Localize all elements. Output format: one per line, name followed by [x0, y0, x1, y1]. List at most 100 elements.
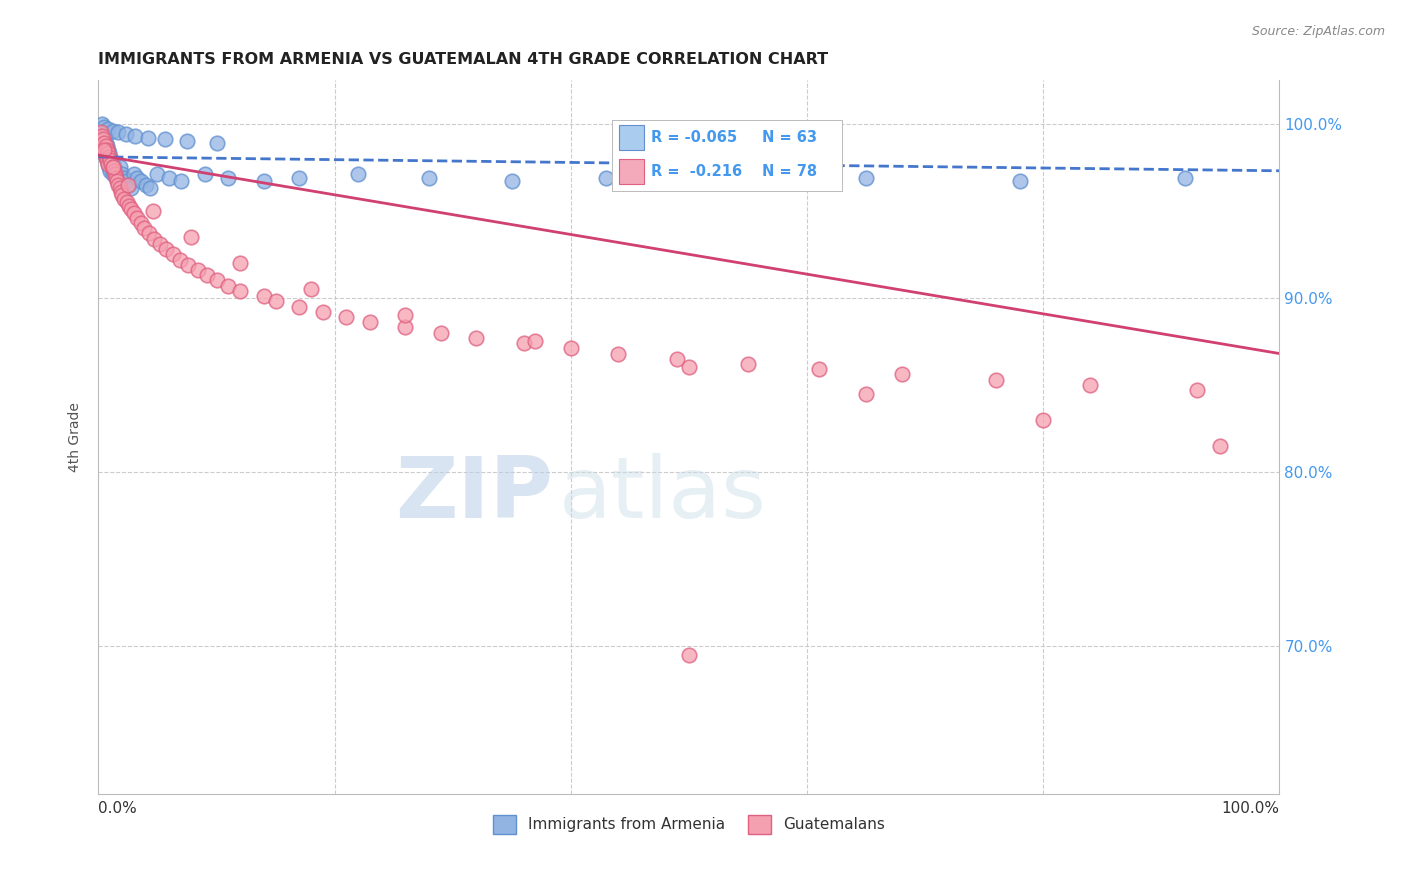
Point [101, 161, 124, 175]
Point [170, 174, 193, 188]
Point [97, 122, 120, 136]
Point [229, 284, 252, 298]
Point [98, 150, 121, 164]
Point [94, 150, 117, 164]
Point [195, 268, 218, 283]
Point [180, 230, 202, 244]
Point [855, 386, 877, 401]
Point [98, 161, 121, 175]
Point [96, 139, 118, 153]
Point [91, 143, 114, 157]
Point [117, 178, 139, 192]
Point [162, 247, 184, 261]
Point [94, 150, 117, 164]
Point [121, 181, 143, 195]
Point [347, 167, 370, 181]
Point [101, 167, 124, 181]
Point [104, 163, 127, 178]
Point [110, 181, 132, 195]
Point [94, 139, 117, 153]
Point [205, 273, 228, 287]
Point [1008, 174, 1031, 188]
Point [678, 648, 700, 662]
Point [110, 185, 132, 199]
Point [149, 236, 172, 251]
Point [91, 132, 114, 146]
Point [108, 181, 131, 195]
Point [288, 170, 311, 185]
Text: ZIP: ZIP [395, 452, 553, 536]
Legend: Immigrants from Armenia, Guatemalans: Immigrants from Armenia, Guatemalans [486, 809, 891, 839]
Point [90, 134, 112, 148]
Point [155, 242, 177, 256]
Point [98, 153, 121, 168]
Point [100, 153, 122, 168]
Point [118, 198, 141, 212]
Point [97, 143, 120, 157]
Point [139, 181, 162, 195]
Point [205, 136, 228, 150]
Point [93, 136, 115, 150]
Point [713, 167, 735, 181]
Point [524, 334, 547, 349]
Point [807, 362, 830, 376]
Point [115, 174, 138, 188]
Point [96, 143, 118, 157]
Point [118, 178, 141, 192]
Point [1080, 377, 1102, 392]
Point [855, 170, 877, 185]
Point [127, 211, 149, 225]
Point [176, 134, 198, 148]
Point [91, 128, 114, 143]
Point [394, 308, 416, 322]
Point [984, 373, 1007, 387]
Point [177, 258, 200, 272]
Point [108, 161, 131, 175]
Point [107, 174, 129, 188]
Point [666, 351, 689, 366]
Point [100, 157, 122, 171]
Point [312, 305, 335, 319]
Point [138, 227, 160, 241]
Point [105, 170, 128, 185]
Point [112, 192, 135, 206]
Y-axis label: 4th Grade: 4th Grade [69, 402, 83, 472]
Point [124, 128, 146, 143]
Point [146, 167, 169, 181]
Point [91, 128, 114, 143]
Point [169, 252, 191, 267]
Point [288, 300, 311, 314]
Point [91, 143, 114, 157]
Point [134, 221, 156, 235]
Point [136, 130, 159, 145]
Point [94, 136, 117, 150]
Point [91, 139, 114, 153]
Point [103, 163, 125, 178]
Point [129, 216, 152, 230]
Point [107, 126, 129, 140]
Point [253, 174, 276, 188]
Point [121, 202, 143, 216]
Point [299, 282, 322, 296]
Point [97, 157, 120, 171]
Point [101, 161, 124, 175]
Point [98, 146, 121, 161]
Point [96, 153, 118, 168]
Point [91, 137, 114, 152]
Point [115, 195, 138, 210]
Point [253, 289, 276, 303]
Point [187, 263, 209, 277]
Point [560, 341, 582, 355]
Point [418, 170, 440, 185]
Point [111, 167, 134, 181]
Point [127, 170, 149, 185]
Point [104, 167, 127, 181]
Point [1185, 383, 1208, 397]
Point [264, 294, 287, 309]
Point [394, 320, 416, 334]
Point [595, 170, 617, 185]
Text: IMMIGRANTS FROM ARMENIA VS GUATEMALAN 4TH GRADE CORRELATION CHART: IMMIGRANTS FROM ARMENIA VS GUATEMALAN 4T… [98, 52, 828, 67]
Point [153, 132, 176, 146]
Point [1209, 439, 1232, 453]
Point [122, 205, 145, 219]
